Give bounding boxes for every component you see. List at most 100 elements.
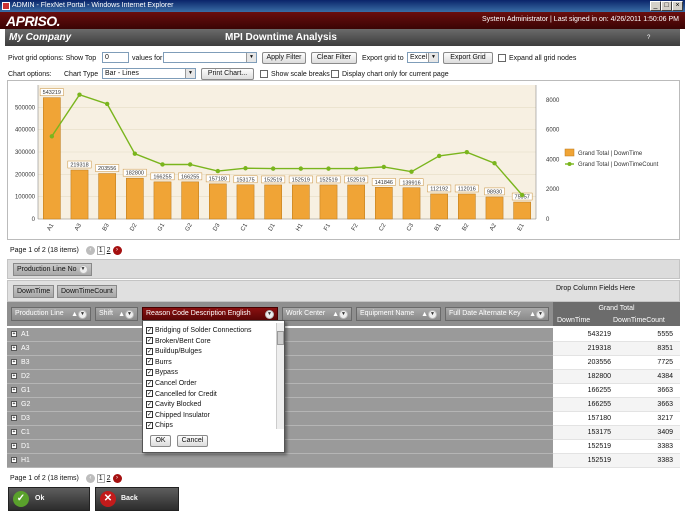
row-label: H1 <box>21 457 30 464</box>
expand-icon[interactable]: + <box>11 331 17 338</box>
shift-field[interactable]: Shift ▲ ▼ <box>95 307 138 321</box>
page-1-link[interactable]: 1 <box>96 246 105 255</box>
expand-icon[interactable]: + <box>11 387 17 394</box>
checkbox-checked-icon[interactable]: ✓ <box>146 326 153 334</box>
next-page-button[interactable]: › <box>112 246 122 255</box>
expand-icon[interactable]: + <box>11 415 17 422</box>
row-label: C1 <box>21 429 30 436</box>
next-page-button[interactable]: › <box>112 474 122 483</box>
filter-value-item[interactable]: ✓ Cancel Order <box>146 378 197 389</box>
checkbox-checked-icon[interactable]: ✓ <box>146 347 153 355</box>
filter-value-item[interactable]: ✓ Bypass <box>146 367 178 378</box>
x-tick-label: H1 <box>295 222 304 232</box>
chevron-down-icon: ▼ <box>185 69 195 78</box>
table-row: + G2 166255 3663 <box>7 398 680 412</box>
chevron-down-icon: ▼ <box>536 309 545 319</box>
export-format-select[interactable]: Excel ▼ <box>407 52 439 63</box>
values-for-select[interactable]: ▼ <box>163 52 257 63</box>
work-center-field[interactable]: Work Center ▲ ▼ <box>282 307 352 321</box>
show-top-input[interactable]: 0 <box>102 52 129 63</box>
help-icon[interactable]: ? <box>647 35 651 41</box>
legend-swatch-bar <box>564 148 575 157</box>
popup-scrollbar[interactable] <box>276 323 284 429</box>
clear-filter-button[interactable]: Clear Filter <box>311 52 357 64</box>
data-label: 152519 <box>264 177 282 183</box>
checkbox-checked-icon[interactable]: ✓ <box>146 379 153 387</box>
chart-type-select[interactable]: Bar - Lines ▼ <box>102 68 196 79</box>
downtime-field[interactable]: DownTime <box>13 285 55 298</box>
expand-icon[interactable]: + <box>11 373 17 380</box>
filter-cancel-button[interactable]: Cancel <box>177 435 208 447</box>
apply-filter-button[interactable]: Apply Filter <box>262 52 306 64</box>
line-point <box>49 134 55 139</box>
apriso-logo: APRISO. <box>6 13 61 29</box>
display-only-checkbox[interactable] <box>331 70 339 80</box>
data-field-zone <box>7 280 680 302</box>
filter-value-label: Broken/Bent Core <box>155 337 211 345</box>
row-label: G1 <box>21 387 31 394</box>
data-label: 182800 <box>126 171 144 177</box>
page-2-link[interactable]: 2 <box>106 247 111 254</box>
print-chart-button[interactable]: Print Chart... <box>201 68 254 80</box>
checkbox-checked-icon[interactable]: ✓ <box>146 369 153 377</box>
expand-icon[interactable]: + <box>11 359 17 366</box>
production-line-field[interactable]: Production Line ▲ ▼ <box>11 307 91 321</box>
downtime-count-column-header[interactable]: DownTimeCount <box>613 317 665 324</box>
expand-icon[interactable]: + <box>11 429 17 436</box>
bar <box>292 184 310 220</box>
production-line-no-field[interactable]: Production Line No ▼ <box>13 263 92 276</box>
ok-button[interactable]: ✓ Ok <box>8 487 90 511</box>
y-left-tick-label: 400000 <box>15 128 36 134</box>
expand-icon[interactable]: + <box>11 457 17 464</box>
line-point <box>160 162 165 167</box>
company-name: My Company <box>9 32 72 43</box>
export-grid-button[interactable]: Export Grid <box>443 52 493 64</box>
equipment-name-field[interactable]: Equipment Name ▲ ▼ <box>356 307 441 321</box>
downtime-count-field[interactable]: DownTimeCount <box>57 285 117 298</box>
downtime-column-header[interactable]: DownTime <box>557 317 591 324</box>
checkbox-checked-icon[interactable]: ✓ <box>146 411 153 419</box>
maximize-button[interactable]: □ <box>661 1 672 11</box>
filter-ok-button[interactable]: OK <box>150 435 171 447</box>
close-window-button[interactable]: × <box>672 1 683 11</box>
chevron-down-icon: ▼ <box>246 53 256 62</box>
downtime-count-cell: 4384 <box>657 373 673 380</box>
line-point <box>326 166 331 171</box>
filter-value-item[interactable]: ✓ Cancelled for Credit <box>146 389 217 400</box>
expand-all-checkbox[interactable] <box>498 54 506 64</box>
expand-icon[interactable]: + <box>11 401 17 408</box>
checkbox-checked-icon[interactable]: ✓ <box>146 400 153 408</box>
user-info: System Administrator | Last signed in on… <box>481 16 679 23</box>
downtime-count-cell: 3663 <box>657 401 673 408</box>
reason-code-field[interactable]: Reason Code Description English ▼ <box>142 307 278 321</box>
filter-value-item[interactable]: ✓ Bridging of Solder Connections <box>146 325 252 336</box>
page-2-link[interactable]: 2 <box>106 475 111 482</box>
minimize-button[interactable]: _ <box>650 1 661 11</box>
expand-icon[interactable]: + <box>11 345 17 352</box>
expand-icon[interactable]: + <box>11 443 17 450</box>
filter-value-label: Bridging of Solder Connections <box>155 327 252 334</box>
filter-value-item[interactable]: ✓ Chips <box>146 420 173 431</box>
checkbox-checked-icon[interactable]: ✓ <box>146 358 153 366</box>
checkbox-checked-icon[interactable]: ✓ <box>146 422 153 430</box>
prev-page-button[interactable]: ‹ <box>85 246 95 255</box>
checkbox-checked-icon[interactable]: ✓ <box>146 337 153 345</box>
back-button[interactable]: ✕ Back <box>95 487 179 511</box>
data-label-box <box>95 164 120 172</box>
prev-page-button[interactable]: ‹ <box>85 474 95 483</box>
filter-value-item[interactable]: ✓ Buildup/Bulges <box>146 346 202 357</box>
full-date-field[interactable]: Full Date Alternate Key ▲ ▼ <box>445 307 549 321</box>
page-1-link[interactable]: 1 <box>96 474 105 483</box>
chevron-down-icon: ▼ <box>428 53 438 62</box>
scale-breaks-checkbox[interactable] <box>260 70 268 80</box>
downtime-count-cell: 3383 <box>657 443 673 450</box>
drop-column-hint: Drop Column Fields Here <box>556 285 635 292</box>
checkbox-checked-icon[interactable]: ✓ <box>146 390 153 398</box>
filter-value-item[interactable]: ✓ Cavity Blocked <box>146 399 201 410</box>
data-label: 112192 <box>430 186 448 192</box>
table-row: + D2 182800 4384 <box>7 370 680 384</box>
filter-value-item[interactable]: ✓ Burrs <box>146 357 172 368</box>
data-label-box <box>39 88 64 96</box>
filter-value-item[interactable]: ✓ Chipped Insulator <box>146 410 210 421</box>
filter-value-item[interactable]: ✓ Broken/Bent Core <box>146 336 211 347</box>
